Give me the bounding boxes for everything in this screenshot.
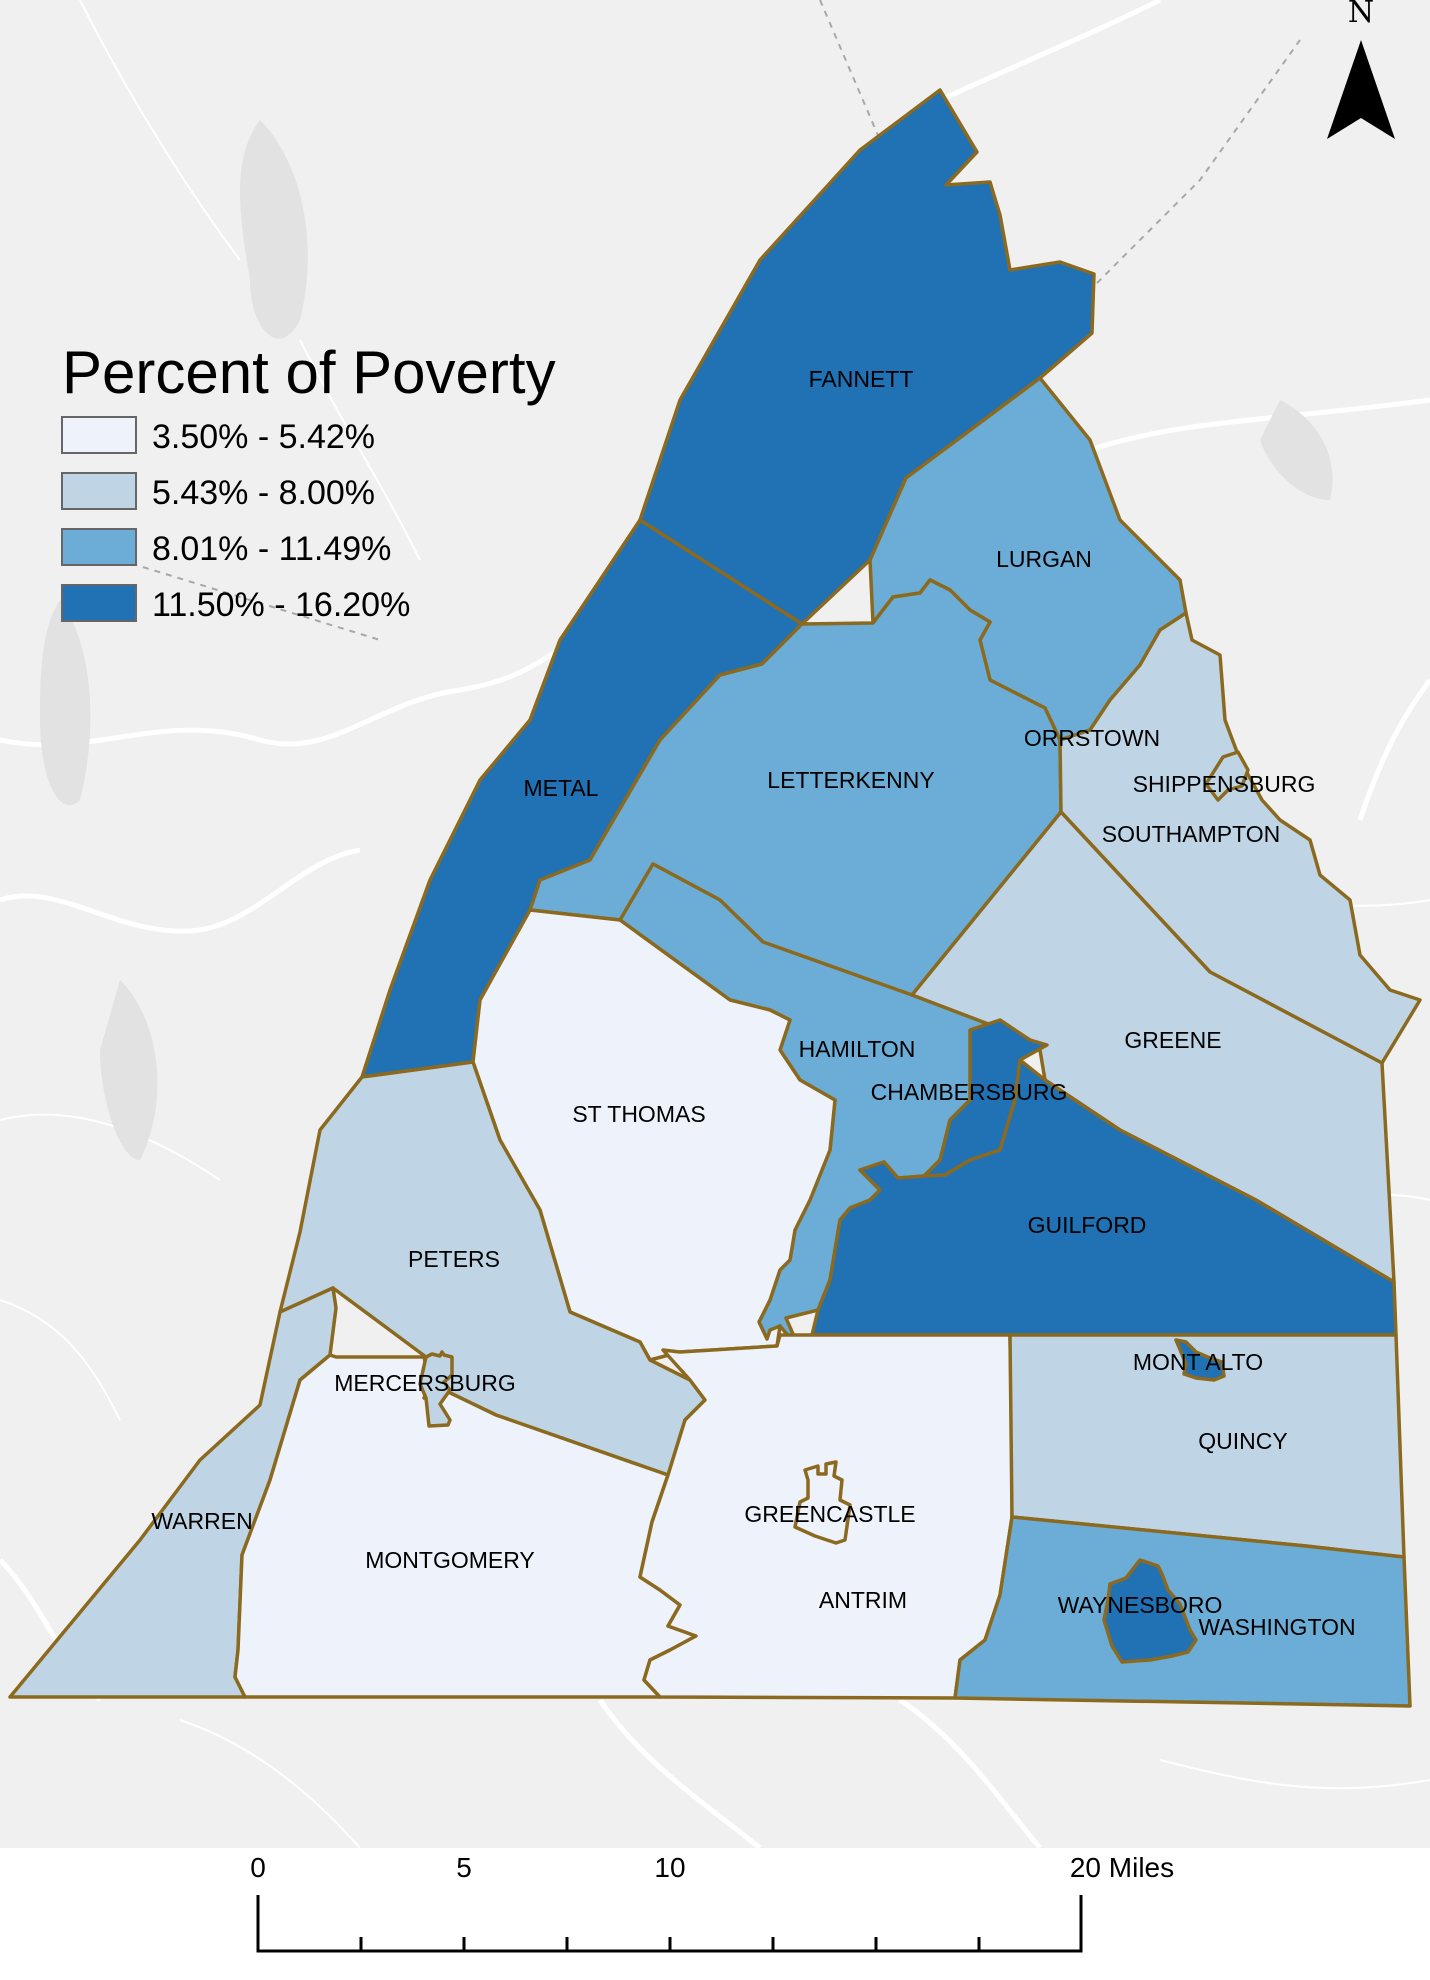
scale-bar	[256, 1895, 1083, 1953]
label-greencastle: GREENCASTLE	[744, 1501, 915, 1527]
legend-label-4: 11.50% - 16.20%	[152, 586, 410, 624]
label-guilford: GUILFORD	[1028, 1212, 1147, 1238]
municipality-southampton[interactable]	[1058, 611, 1422, 1065]
north-arrow-icon: N	[1327, 0, 1395, 139]
label-metal: METAL	[524, 775, 599, 801]
label-mont-alto: MONT ALTO	[1133, 1349, 1263, 1375]
label-southampton: SOUTHAMPTON	[1102, 821, 1280, 847]
legend-swatch-2	[61, 472, 137, 510]
municipality-polygons	[8, 88, 1422, 1708]
scale-area-background	[0, 1848, 1430, 1980]
legend-title: Percent of Poverty	[62, 339, 556, 406]
label-orrstown: ORRSTOWN	[1024, 725, 1160, 751]
basemap-boundary-lines	[119, 0, 1301, 641]
label-warren: WARREN	[151, 1508, 252, 1534]
scale-bar-ticks	[359, 1937, 981, 1951]
label-st-thomas: ST THOMAS	[572, 1101, 705, 1127]
legend-swatch-3	[61, 528, 137, 566]
municipality-guilford[interactable]	[810, 1058, 1398, 1337]
label-montgomery: MONTGOMERY	[365, 1547, 535, 1573]
label-greene: GREENE	[1124, 1027, 1221, 1053]
municipality-mercersburg[interactable]	[418, 1350, 454, 1428]
legend-swatch-1	[61, 416, 137, 454]
scale-label-20-miles: 20 Miles	[1070, 1852, 1174, 1883]
label-peters: PETERS	[408, 1246, 500, 1272]
scale-label-10: 10	[654, 1852, 685, 1883]
label-chambersburg: CHAMBERSBURG	[871, 1079, 1068, 1105]
north-label: N	[1348, 0, 1374, 30]
legend-label-2: 5.43% - 8.00%	[152, 474, 375, 512]
label-antrim: ANTRIM	[819, 1587, 907, 1613]
legend: Percent of Poverty 3.50% - 5.42% 5.43% -…	[61, 339, 556, 624]
label-shippensburg: SHIPPENSBURG	[1133, 771, 1316, 797]
municipality-labels: FANNETT METAL LURGAN LETTERKENNY ORRSTOW…	[151, 366, 1355, 1640]
scale-label-5: 5	[456, 1852, 472, 1883]
label-letterkenny: LETTERKENNY	[767, 767, 934, 793]
north-arrow-shape	[1327, 40, 1395, 139]
legend-swatch-4	[61, 584, 137, 622]
basemap-terrain	[40, 120, 1333, 1160]
municipality-shippensburg-borough[interactable]	[1204, 750, 1250, 802]
label-mercersburg: MERCERSBURG	[334, 1370, 515, 1396]
label-fannett: FANNETT	[809, 366, 914, 392]
label-quincy: QUINCY	[1198, 1428, 1287, 1454]
label-hamilton: HAMILTON	[799, 1036, 916, 1062]
scale-label-0: 0	[250, 1852, 266, 1883]
scale-bar-labels: 0 5 10 20 Miles	[250, 1852, 1174, 1883]
label-waynesboro: WAYNESBORO	[1058, 1592, 1223, 1618]
label-washington: WASHINGTON	[1198, 1614, 1355, 1640]
municipality-greencastle	[793, 1460, 852, 1545]
municipality-mont-alto[interactable]	[1174, 1338, 1226, 1382]
label-lurgan: LURGAN	[996, 546, 1092, 572]
legend-label-1: 3.50% - 5.42%	[152, 418, 375, 456]
municipality-waynesboro[interactable]	[1102, 1558, 1198, 1664]
legend-label-3: 8.01% - 11.49%	[152, 530, 391, 568]
